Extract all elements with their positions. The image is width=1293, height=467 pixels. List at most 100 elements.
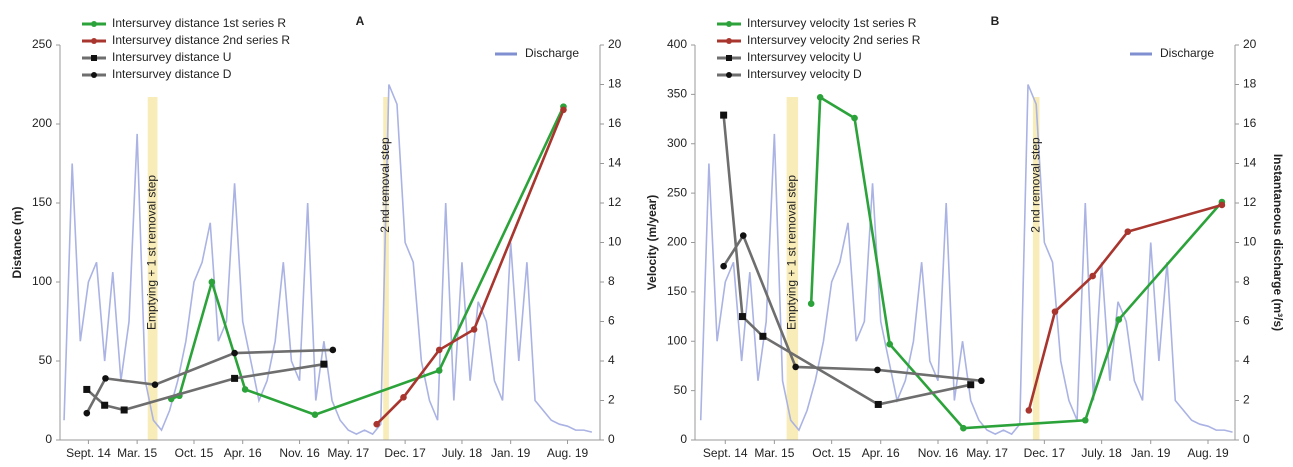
y2-tick-label: 0: [1243, 432, 1250, 446]
y-tick-label: 50: [39, 353, 53, 367]
y2-tick-label: 8: [1243, 274, 1250, 288]
marker: [874, 366, 881, 374]
panel-title: B: [991, 14, 1000, 28]
marker: [311, 411, 319, 419]
legend-label: Intersurvey distance U: [112, 50, 231, 64]
legend-marker: [91, 55, 97, 61]
marker: [978, 377, 985, 385]
marker: [83, 385, 91, 393]
y-tick-label: 350: [667, 87, 687, 101]
band-label: Emptying + 1 st removal step: [785, 175, 799, 330]
y2-tick-label: 4: [608, 353, 615, 367]
y2-tick-label: 20: [1243, 37, 1257, 51]
marker: [373, 420, 380, 428]
marker: [231, 349, 238, 357]
marker: [231, 374, 239, 382]
marker: [759, 332, 767, 340]
y2-tick-label: 18: [608, 77, 622, 91]
series-line: [809, 95, 1223, 430]
x-tick-label: Mar. 15: [754, 446, 794, 460]
marker: [1081, 416, 1089, 424]
y-tick-label: 400: [667, 37, 687, 51]
legend-label: Discharge: [525, 46, 579, 60]
marker: [83, 409, 91, 417]
y2-tick-label: 12: [608, 195, 622, 209]
legend-marker: [726, 38, 732, 44]
marker: [792, 363, 799, 371]
y2-tick-label: 8: [608, 274, 615, 288]
x-tick-label: May. 17: [327, 446, 369, 460]
legend-label: Intersurvey distance 1st series R: [112, 16, 286, 30]
removal-band: [1032, 97, 1040, 440]
marker: [101, 401, 109, 409]
legend-marker: [91, 72, 97, 78]
y-tick-label: 300: [667, 136, 687, 150]
y2-tick-label: 16: [608, 116, 622, 130]
legend-label: Discharge: [1160, 46, 1214, 60]
x-tick-label: Mar. 15: [117, 446, 157, 460]
y2-tick-label: 20: [608, 37, 622, 51]
removal-band: [786, 97, 799, 440]
y2-tick-label: 6: [1243, 314, 1250, 328]
y-tick-label: 200: [667, 235, 687, 249]
band-label: 2 nd removal step: [378, 137, 392, 233]
y-tick-label: 100: [667, 333, 687, 347]
discharge-line: [699, 84, 1233, 436]
marker: [151, 381, 159, 389]
y-tick-label: 50: [674, 383, 688, 397]
marker: [1025, 407, 1033, 414]
x-tick-label: July. 18: [442, 446, 483, 460]
marker: [1218, 201, 1226, 209]
y2-tick-label: 10: [1243, 235, 1257, 249]
removal-band: [383, 97, 389, 440]
marker: [320, 360, 328, 368]
x-tick-label: Apr. 16: [862, 446, 900, 460]
marker: [816, 94, 824, 101]
marker: [720, 262, 727, 270]
discharge-line: [63, 84, 593, 436]
legend-label: Intersurvey distance 2nd series R: [112, 33, 290, 47]
x-tick-label: Aug. 19: [1187, 446, 1229, 460]
y-tick-label: 250: [32, 37, 52, 51]
y2-tick-label: 2: [1243, 393, 1250, 407]
y2-axis-title: Instantaneous discharge (m³/s): [1271, 154, 1285, 331]
x-tick-label: Dec. 17: [1024, 446, 1066, 460]
x-tick-label: Apr. 16: [224, 446, 262, 460]
panel-title: A: [356, 14, 365, 28]
x-tick-label: Sept. 14: [703, 446, 748, 460]
marker: [967, 381, 975, 389]
y2-tick-label: 0: [608, 432, 615, 446]
legend-marker: [91, 38, 97, 44]
x-tick-label: Jan. 19: [491, 446, 531, 460]
marker: [1051, 308, 1059, 315]
x-tick-label: Aug. 19: [547, 446, 589, 460]
marker: [1124, 228, 1132, 235]
y2-tick-label: 16: [1243, 116, 1257, 130]
marker: [560, 106, 567, 114]
y-tick-label: 0: [680, 432, 687, 446]
x-tick-label: July. 18: [1081, 446, 1122, 460]
y-axis-title: Velocity (m/year): [645, 195, 659, 290]
band-label: 2 nd removal step: [1028, 137, 1042, 233]
y-tick-label: 0: [45, 432, 52, 446]
marker: [120, 406, 128, 414]
legend-label: Intersurvey velocity D: [747, 67, 862, 81]
band-label: Emptying + 1 st removal step: [145, 175, 159, 330]
marker: [470, 326, 478, 333]
marker: [886, 340, 894, 348]
x-tick-label: Nov. 16: [918, 446, 959, 460]
marker: [208, 278, 216, 286]
marker: [435, 367, 443, 374]
marker: [1089, 272, 1096, 280]
series-line: [722, 232, 982, 383]
y2-tick-label: 10: [608, 235, 622, 249]
marker: [241, 386, 249, 393]
x-tick-label: Sept. 14: [66, 446, 111, 460]
y2-tick-label: 18: [1243, 77, 1257, 91]
x-tick-label: Dec. 17: [384, 446, 426, 460]
y2-tick-label: 14: [608, 156, 622, 170]
marker: [739, 232, 747, 239]
y2-tick-label: 6: [608, 314, 615, 328]
legend-marker: [726, 72, 732, 78]
